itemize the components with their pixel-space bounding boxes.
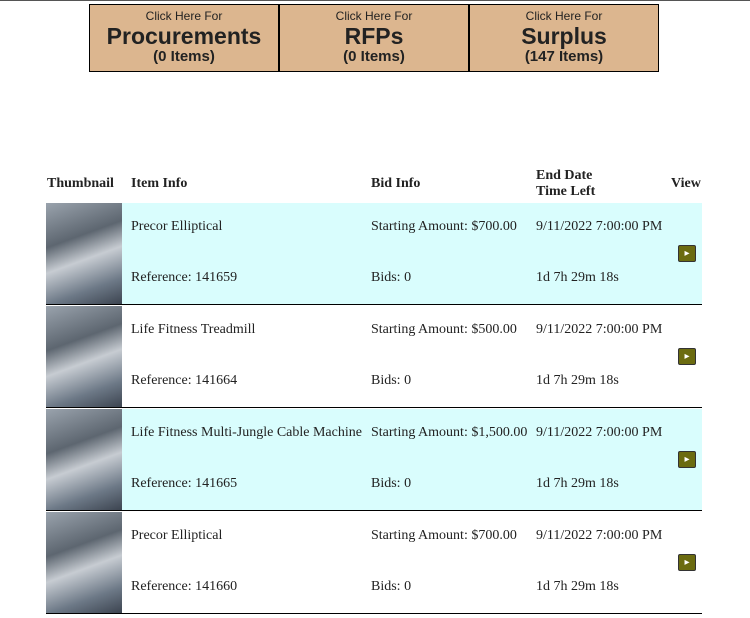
nav-button[interactable]: Click Here For RFPs (0 Items) — [279, 4, 469, 72]
nav-button[interactable]: Click Here For Surplus (147 Items) — [469, 4, 659, 72]
button-count: (147 Items) — [524, 48, 604, 65]
button-prefix: Click Here For — [525, 9, 603, 23]
column-header: End Date — [536, 168, 593, 183]
item-bids: Bids: 0 — [371, 476, 412, 491]
item-row: Life Fitness Treadmill Reference: 141664 S… — [46, 306, 702, 408]
button-count: (0 Items) — [343, 48, 405, 65]
item-reference: Reference: 141665 — [131, 476, 238, 491]
thumbnail[interactable] — [46, 306, 122, 407]
item-row: Life Fitness Multi-Jungle Cable Machine R… — [46, 409, 702, 511]
item-row: Precor Elliptical Reference: 141659 Starti… — [46, 203, 702, 305]
view-button[interactable]: ▸ — [678, 348, 696, 365]
button-title: Procurements — [106, 23, 262, 49]
item-end-date: 9/11/2022 7:00:00 PM — [536, 425, 663, 440]
nav-button[interactable]: Click Here For Procurements (0 Items) — [89, 4, 279, 72]
item-row: Precor Elliptical Reference: 141660 Starti… — [46, 512, 702, 614]
item-bids: Bids: 0 — [371, 270, 412, 285]
item-reference: Reference: 141664 — [131, 373, 238, 388]
button-prefix: Click Here For — [145, 9, 223, 23]
item-end-date: 9/11/2022 7:00:00 PM — [536, 528, 663, 543]
item-reference: Reference: 141659 — [131, 270, 238, 285]
thumbnail[interactable] — [46, 409, 122, 510]
item-end-date: 9/11/2022 7:00:00 PM — [536, 219, 663, 234]
thumbnail[interactable] — [46, 512, 122, 613]
column-header: Thumbnail — [47, 176, 114, 191]
button-title: RFPs — [344, 23, 404, 49]
item-title: Life Fitness Multi-Jungle Cable Machine — [131, 425, 362, 440]
button-title: Surplus — [521, 23, 607, 49]
item-title: Life Fitness Treadmill — [131, 322, 256, 337]
item-bids: Bids: 0 — [371, 373, 412, 388]
item-starting: Starting Amount: $500.00 — [371, 322, 517, 337]
item-time-left: 1d 7h 29m 18s — [536, 476, 619, 491]
thumbnail[interactable] — [46, 203, 122, 304]
column-header: Item Info — [131, 176, 188, 191]
view-button[interactable]: ▸ — [678, 451, 696, 468]
button-count: (0 Items) — [153, 48, 215, 65]
column-header: Bid Info — [371, 176, 421, 191]
item-time-left: 1d 7h 29m 18s — [536, 579, 619, 594]
column-header: Time Left — [536, 184, 596, 199]
button-prefix: Click Here For — [335, 9, 413, 23]
item-time-left: 1d 7h 29m 18s — [536, 270, 619, 285]
column-header: View — [671, 176, 701, 191]
item-end-date: 9/11/2022 7:00:00 PM — [536, 322, 663, 337]
top-rule — [0, 0, 750, 1]
item-title: Precor Elliptical — [131, 528, 223, 543]
item-bids: Bids: 0 — [371, 579, 412, 594]
item-reference: Reference: 141660 — [131, 579, 238, 594]
item-time-left: 1d 7h 29m 18s — [536, 373, 619, 388]
item-title: Precor Elliptical — [131, 219, 223, 234]
item-starting: Starting Amount: $700.00 — [371, 528, 517, 543]
view-button[interactable]: ▸ — [678, 245, 696, 262]
view-button[interactable]: ▸ — [678, 554, 696, 571]
item-starting: Starting Amount: $700.00 — [371, 219, 517, 234]
item-starting: Starting Amount: $1,500.00 — [371, 425, 528, 440]
